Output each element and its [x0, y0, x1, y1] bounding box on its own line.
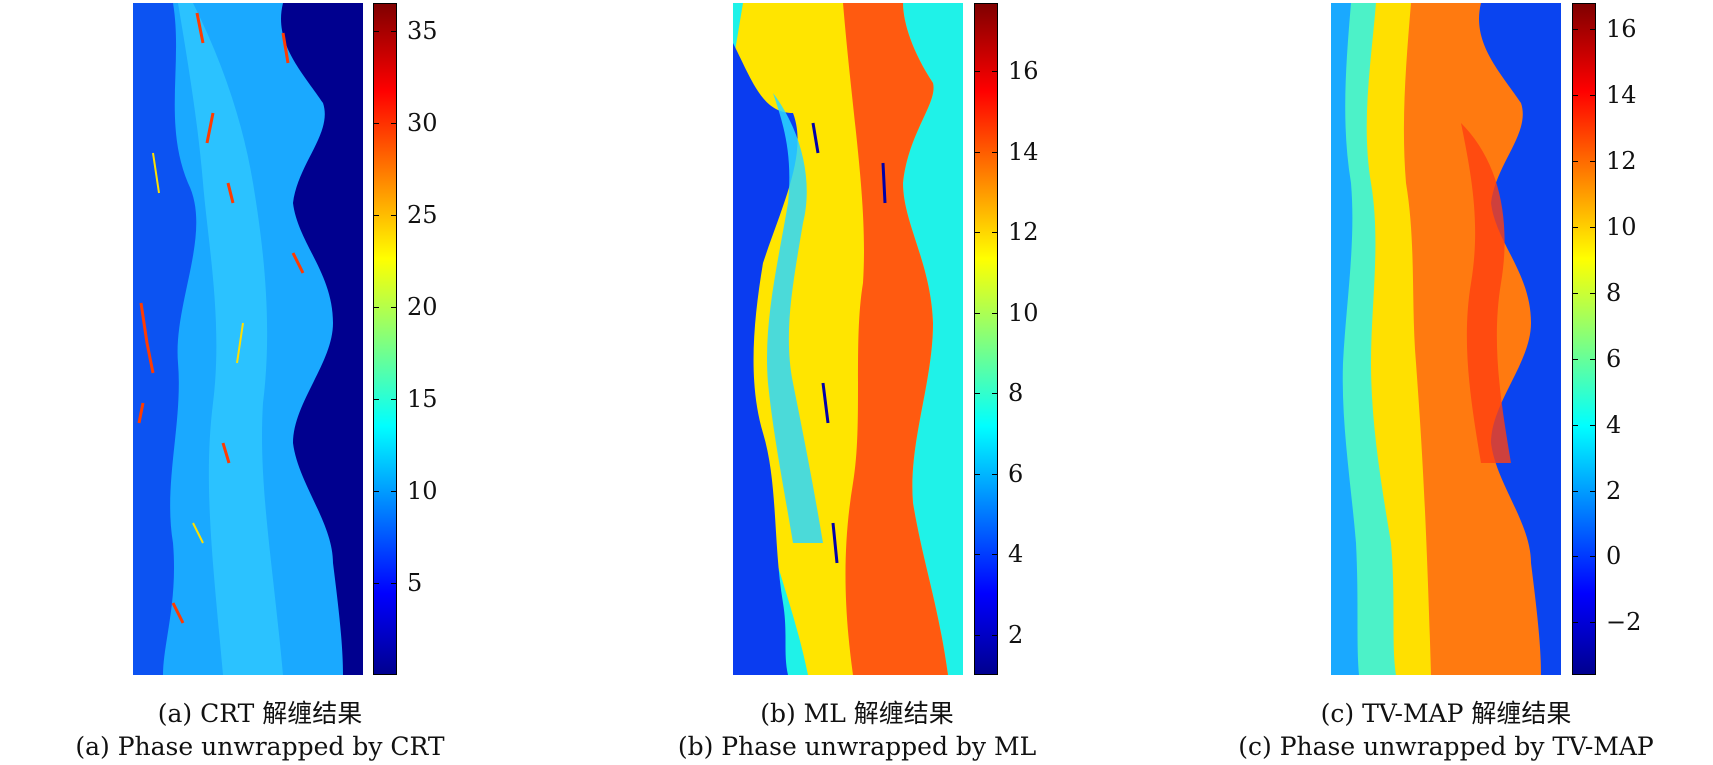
colorbar-tick-mark — [373, 30, 379, 32]
phase-image-ml — [733, 3, 963, 675]
colorbar-tick-label: 2 — [1606, 476, 1622, 505]
colorbar-tick-mark — [974, 634, 980, 636]
colorbar-tick-mark — [974, 473, 980, 475]
colorbar-tick-mark — [1590, 556, 1596, 558]
caption-en-crt: (a) Phase unwrapped by CRT — [75, 732, 445, 761]
colorbar-tick-mark — [391, 122, 397, 124]
colorbar-tick-mark — [992, 554, 998, 556]
colorbar-tick-mark — [1590, 292, 1596, 294]
colorbar-ticks-crt: 5 10 15 20 25 30 35 — [373, 3, 438, 675]
colorbar-tick-label: 10 — [407, 476, 438, 505]
colorbar-tick-mark — [1572, 29, 1578, 31]
colorbar-tick-label: 14 — [1606, 81, 1637, 110]
colorbar-tick-label: 12 — [1606, 147, 1637, 176]
colorbar-tick-mark — [1590, 424, 1596, 426]
panel-tvmap: −2 0 2 4 6 8 10 12 14 16 (c) TV-MAP 解缠结果 (c) Phas… — [1142, 0, 1713, 765]
colorbar-ticks-tvmap: −2 0 2 4 6 8 10 12 14 16 — [1572, 3, 1641, 675]
colorbar-ticks-ml: 2 4 6 8 10 12 14 16 — [974, 3, 1039, 675]
colorbar-tick-mark — [391, 30, 397, 32]
colorbar-tick-label: −2 — [1606, 608, 1642, 637]
colorbar-tick-mark — [1572, 556, 1578, 558]
colorbar-tvmap — [1572, 3, 1596, 675]
colorbar-tick-label: 6 — [1606, 344, 1622, 373]
colorbar-tick-label: 12 — [1008, 218, 1039, 247]
colorbar-tick-label: 4 — [1008, 540, 1024, 569]
phase-image-tvmap — [1331, 3, 1561, 675]
colorbar-tick-label: 16 — [1008, 57, 1039, 86]
colorbar-tick-label: 10 — [1008, 298, 1039, 327]
colorbar-tick-label: 5 — [407, 568, 423, 597]
caption-en-tvmap: (c) Phase unwrapped by TV-MAP — [1238, 732, 1654, 761]
colorbar-tick-mark — [1572, 490, 1578, 492]
colorbar-tick-mark — [1590, 622, 1596, 624]
caption-cn-crt: (a) CRT 解缠结果 — [157, 699, 363, 728]
colorbar-tick-mark — [974, 393, 980, 395]
caption-cn-tvmap: (c) TV-MAP 解缠结果 — [1320, 699, 1572, 728]
colorbar-tick-mark — [1590, 29, 1596, 31]
colorbar-tick-mark — [974, 71, 980, 73]
caption-en-ml: (b) Phase unwrapped by ML — [677, 732, 1037, 761]
colorbar-tick-mark — [974, 554, 980, 556]
colorbar-tick-mark — [1590, 490, 1596, 492]
colorbar-tick-label: 20 — [407, 292, 438, 321]
colorbar-tick-mark — [974, 232, 980, 234]
colorbar-tick-mark — [1572, 424, 1578, 426]
caption-cn-ml: (b) ML 解缠结果 — [760, 699, 954, 728]
colorbar-tick-label: 0 — [1606, 542, 1622, 571]
colorbar-tick-label: 35 — [407, 16, 438, 45]
colorbar-tick-mark — [1590, 95, 1596, 97]
colorbar-tick-mark — [391, 398, 397, 400]
colorbar-tick-mark — [992, 393, 998, 395]
colorbar-tick-mark — [373, 214, 379, 216]
phase-image-crt — [133, 3, 363, 675]
colorbar-tick-mark — [1572, 292, 1578, 294]
colorbar-ml — [974, 3, 998, 675]
colorbar-tick-label: 4 — [1606, 410, 1622, 439]
colorbar-tick-mark — [992, 473, 998, 475]
colorbar-tick-mark — [974, 151, 980, 153]
colorbar-tick-label: 15 — [407, 384, 438, 413]
colorbar-tick-mark — [1590, 161, 1596, 163]
colorbar-tick-mark — [391, 490, 397, 492]
colorbar-tick-mark — [992, 634, 998, 636]
colorbar-crt — [373, 3, 397, 675]
colorbar-tick-label: 2 — [1008, 620, 1024, 649]
colorbar-tick-label: 8 — [1606, 278, 1622, 307]
colorbar-tick-mark — [373, 122, 379, 124]
colorbar-tick-mark — [1572, 161, 1578, 163]
colorbar-tick-mark — [992, 312, 998, 314]
colorbar-tick-mark — [1572, 227, 1578, 228]
colorbar-tick-label: 6 — [1008, 459, 1024, 488]
colorbar-tick-mark — [1572, 95, 1578, 97]
colorbar-tick-mark — [391, 214, 397, 216]
colorbar-tick-mark — [992, 71, 998, 73]
colorbar-tick-mark — [992, 151, 998, 153]
colorbar-tick-label: 8 — [1008, 379, 1024, 408]
colorbar-tick-mark — [391, 306, 397, 308]
colorbar-tick-mark — [373, 582, 379, 584]
colorbar-tick-mark — [1572, 622, 1578, 624]
colorbar-tick-mark — [1590, 227, 1596, 228]
panel-crt: 5 10 15 20 25 30 35 (a) CRT 解缠结果 (a) Phase unw… — [0, 0, 571, 765]
colorbar-tick-mark — [974, 312, 980, 314]
colorbar-tick-mark — [373, 490, 379, 492]
colorbar-tick-label: 25 — [407, 200, 438, 229]
colorbar-tick-label: 30 — [407, 108, 438, 137]
colorbar-tick-label: 16 — [1606, 15, 1637, 44]
colorbar-tick-mark — [992, 232, 998, 234]
colorbar-tick-mark — [373, 306, 379, 308]
colorbar-tick-mark — [373, 398, 379, 400]
colorbar-tick-mark — [391, 582, 397, 584]
colorbar-tick-mark — [1572, 358, 1578, 360]
panel-ml: 2 4 6 8 10 12 14 16 (b) ML 解缠结果 (b) Phase unwra… — [571, 0, 1142, 765]
colorbar-tick-label: 10 — [1606, 213, 1637, 241]
colorbar-tick-mark — [1590, 358, 1596, 360]
colorbar-tick-label: 14 — [1008, 137, 1039, 166]
